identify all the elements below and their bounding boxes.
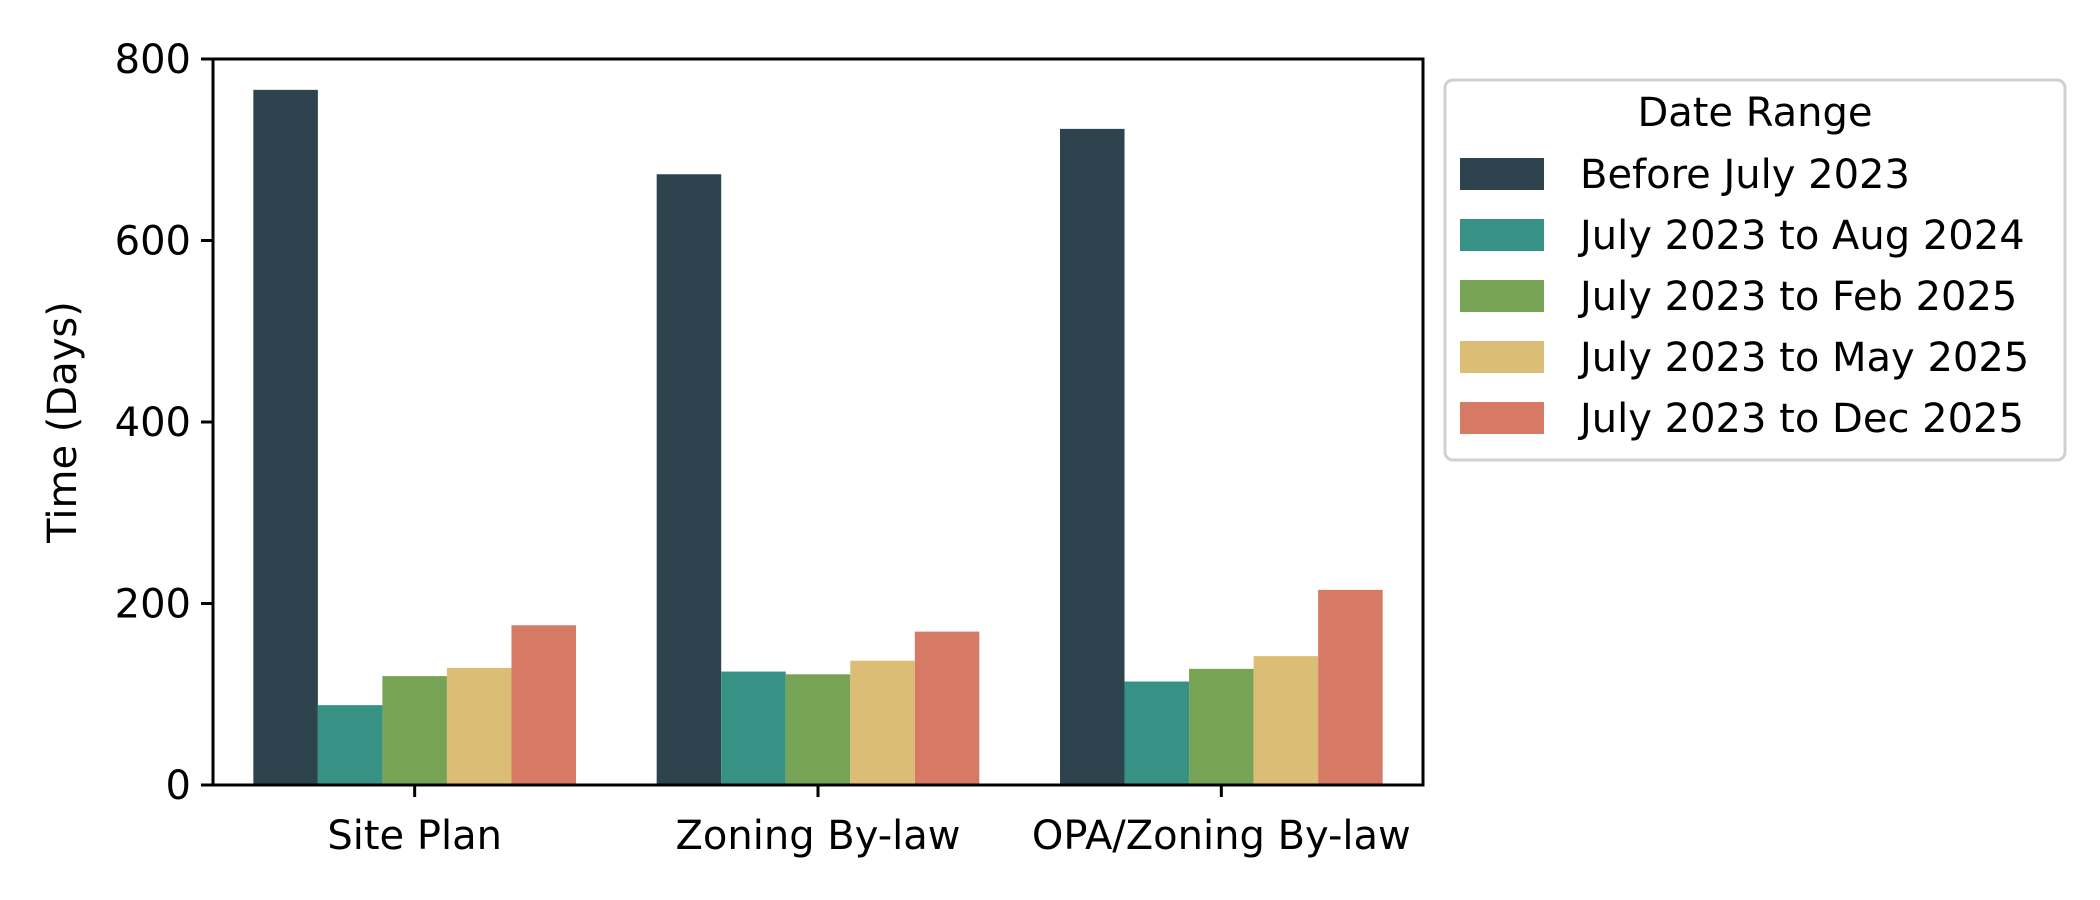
- legend-label: July 2023 to Aug 2024: [1577, 213, 2025, 259]
- bar-site-plan-series-4: [446, 667, 512, 785]
- legend-swatch: [1460, 341, 1544, 373]
- legend-swatch: [1460, 219, 1544, 251]
- bar-site-plan-series-5: [511, 625, 576, 785]
- legend-label: Before July 2023: [1580, 152, 1910, 198]
- legend-box: [1443, 78, 2067, 462]
- bar-zoning-by-law-series-2: [721, 671, 786, 785]
- bar-opa-zoning-by-law-series-3: [1189, 668, 1254, 785]
- x-axis: Site Plan Zoning By-law OPA/Zoning By-law: [327, 785, 1411, 859]
- legend-swatch: [1460, 402, 1544, 434]
- legend-swatch: [1460, 280, 1544, 312]
- y-tick-label: 800: [115, 37, 191, 83]
- legend-label: July 2023 to Dec 2025: [1577, 396, 2024, 442]
- y-tick-label: 200: [115, 582, 191, 628]
- bar-zoning-by-law-series-1: [656, 174, 722, 785]
- y-tick-label: 600: [115, 219, 191, 265]
- legend: Date Range Before July 2023 July 2023 to …: [1443, 78, 2067, 462]
- bar-zoning-by-law-series-5: [914, 631, 980, 785]
- x-tick-label: Zoning By-law: [676, 813, 961, 859]
- x-tick-label: OPA/Zoning By-law: [1032, 813, 1411, 859]
- legend-items: Before July 2023 July 2023 to Aug 2024 Jul…: [1460, 152, 2029, 442]
- legend-title: Date Range: [1637, 90, 1872, 136]
- bar-zoning-by-law-series-4: [850, 660, 915, 785]
- legend-label: July 2023 to May 2025: [1577, 335, 2029, 381]
- bar-opa-zoning-by-law-series-1: [1060, 128, 1125, 785]
- y-tick-label: 0: [166, 763, 191, 809]
- bar-opa-zoning-by-law-series-4: [1253, 656, 1319, 785]
- y-tick-label: 400: [115, 400, 191, 446]
- bar-site-plan-series-2: [317, 705, 383, 785]
- y-axis-label: Time (Days): [40, 301, 86, 544]
- y-axis: 0 200 400 600 800: [115, 37, 213, 809]
- bar-site-plan-series-3: [382, 676, 447, 785]
- bar-opa-zoning-by-law-series-2: [1124, 681, 1190, 785]
- bar-site-plan-series-1: [253, 89, 318, 786]
- bars-layer: [253, 89, 1383, 786]
- bar-opa-zoning-by-law-series-5: [1318, 589, 1383, 785]
- legend-swatch: [1460, 158, 1544, 190]
- bar-zoning-by-law-series-3: [785, 674, 851, 785]
- legend-label: July 2023 to Feb 2025: [1577, 274, 2017, 320]
- x-tick-label: Site Plan: [327, 813, 502, 859]
